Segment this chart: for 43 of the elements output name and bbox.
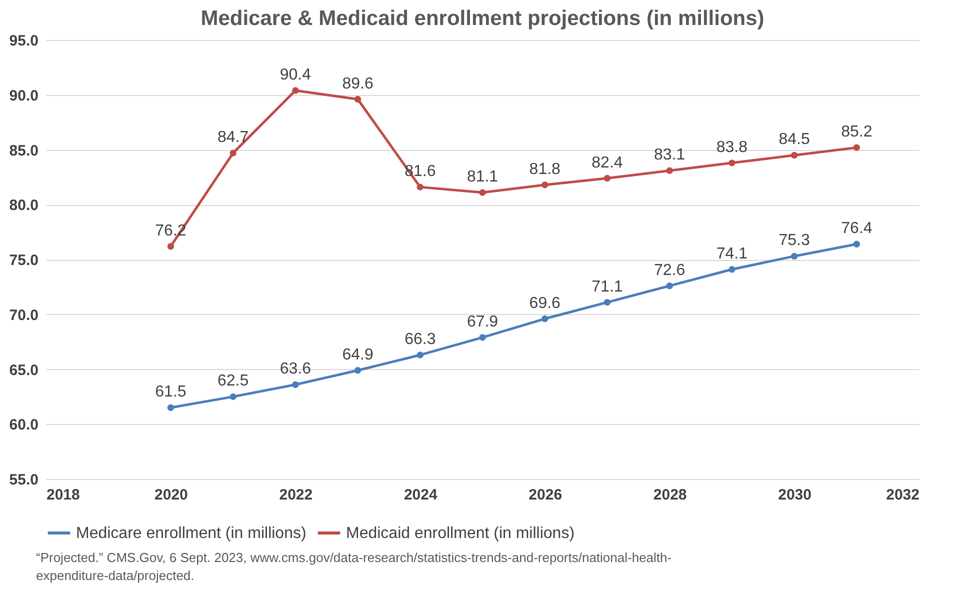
y-tick-label: 60.0	[9, 416, 38, 434]
data-label: 81.1	[466, 168, 498, 186]
y-tick-label: 75.0	[9, 252, 38, 269]
x-tick-label: 2020	[154, 486, 188, 504]
legend-label: Medicaid enrollment (in millions)	[346, 525, 575, 542]
x-tick-label: 2028	[653, 486, 687, 504]
data-label: 72.6	[654, 262, 686, 279]
data-label: 82.4	[592, 154, 623, 172]
data-label: 66.3	[404, 330, 436, 348]
legend-label: Medicare enrollment (in millions)	[76, 525, 306, 542]
y-tick-label: 90.0	[9, 87, 38, 104]
data-label: 83.8	[716, 138, 748, 156]
data-label: 71.1	[592, 278, 623, 296]
data-label: 83.1	[654, 146, 686, 164]
y-tick-label: 55.0	[9, 472, 38, 488]
data-label: 81.8	[529, 160, 561, 178]
data-label: 63.6	[280, 360, 312, 378]
data-label: 67.9	[466, 313, 498, 330]
x-tick-label: 2022	[279, 486, 313, 504]
data-label: 61.5	[155, 384, 186, 401]
data-label: 62.5	[218, 372, 249, 390]
y-tick-label: 85.0	[9, 142, 38, 160]
x-tick-label: 2024	[404, 486, 438, 504]
data-label: 84.7	[218, 129, 249, 146]
data-label: 84.5	[778, 131, 810, 148]
x-tick-label: 2018	[46, 486, 80, 504]
x-tick-label: 2026	[528, 486, 562, 504]
data-label: 69.6	[529, 294, 561, 312]
y-tick-label: 95.0	[9, 32, 38, 50]
x-tick-label: 2030	[778, 486, 812, 504]
y-tick-label: 65.0	[9, 362, 38, 379]
data-label: 89.6	[342, 75, 374, 92]
data-label: 76.4	[841, 220, 872, 238]
text: “Projected.” CMS.Gov, 6 Sept. 2023, www.cms.gov/data-research/statistics-trends-and-reports/national-health-expenditure-data/projected.	[36, 549, 673, 584]
data-label: 85.2	[841, 124, 872, 141]
data-label: 75.3	[778, 232, 810, 250]
chart-title: Medicare & Medicaid enrollment projections (in millions)	[200, 7, 764, 30]
x-tick-label: 2032	[886, 486, 920, 504]
y-tick-label: 70.0	[9, 306, 38, 324]
data-label: 90.4	[280, 66, 312, 84]
data-label: 74.1	[716, 245, 748, 262]
y-tick-label: 80.0	[9, 197, 38, 214]
data-label: 64.9	[342, 346, 374, 364]
